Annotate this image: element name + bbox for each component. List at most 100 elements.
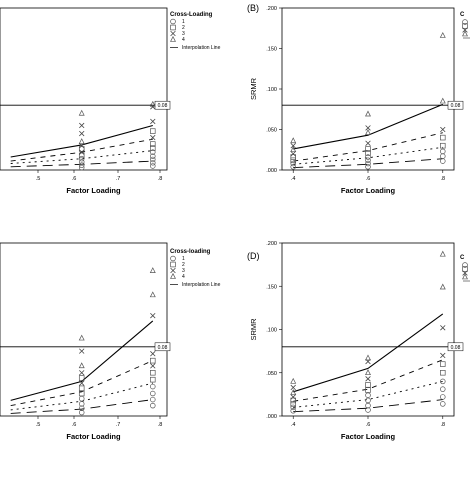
data-point — [78, 155, 85, 162]
x-axis-title: Factor Loading — [341, 186, 396, 195]
data-point — [149, 291, 156, 298]
data-point — [365, 150, 371, 156]
legend-entry-label: 3 — [182, 31, 185, 37]
data-point — [150, 396, 156, 403]
data-point — [290, 408, 296, 414]
data-point — [78, 164, 85, 171]
data-point — [365, 376, 371, 382]
legend-marker — [462, 273, 468, 280]
legend: C — [460, 255, 470, 282]
data-point — [150, 156, 156, 163]
data-point — [290, 160, 296, 167]
legend-title: C — [460, 12, 465, 18]
data-point — [78, 109, 85, 116]
data-point — [150, 145, 156, 151]
legend-title: Cross-loading — [170, 249, 211, 255]
x-tick-label: .6 — [72, 176, 77, 182]
y-tick-label: .050 — [266, 371, 277, 377]
data-point — [78, 401, 85, 407]
legend-title: Cross-Loading — [170, 12, 213, 18]
y-tick-label: .100 — [266, 87, 277, 93]
data-point — [440, 325, 446, 331]
x-tick-label: .7 — [116, 422, 121, 428]
data-point — [150, 149, 156, 155]
reference-label: 0.08 — [451, 345, 461, 351]
legend-entry-label: 2 — [182, 25, 185, 31]
data-point — [78, 409, 85, 416]
panel-d: (D) .000 .050 .100 .150 .200 SRMR .4 .6 .8 Factor … — [247, 241, 470, 441]
y-tick-label: .150 — [266, 284, 277, 290]
data-point — [79, 348, 85, 354]
data-point — [78, 138, 85, 144]
data-point — [290, 154, 296, 160]
series-line-1 — [293, 399, 443, 413]
data-point — [150, 390, 156, 397]
data-point — [365, 369, 371, 376]
x-tick-label: .8 — [440, 422, 445, 428]
data-point — [290, 384, 296, 391]
x-tick-label: .6 — [366, 422, 371, 428]
legend-marker — [462, 266, 468, 272]
data-point — [365, 160, 371, 167]
legend-marker — [462, 30, 468, 37]
data-point — [440, 126, 446, 133]
data-point — [290, 397, 296, 404]
data-point — [150, 383, 156, 390]
data-point — [79, 380, 85, 386]
panel-c: .5 .6 .7 .8 Factor Loading 0.08 Cross-loading1… — [0, 242, 248, 441]
data-point — [150, 163, 156, 169]
data-point — [79, 130, 85, 137]
data-point — [440, 142, 446, 149]
data-point — [79, 143, 85, 149]
data-point — [440, 394, 446, 400]
data-point — [290, 146, 297, 153]
data-point — [78, 362, 85, 369]
data-point — [290, 404, 296, 411]
data-point — [290, 137, 297, 144]
x-tick-label: .5 — [36, 422, 41, 428]
panel-a: .5 .6 .7 .8 Factor Loading 0.08 Cross-Loading1… — [0, 7, 248, 195]
data-point — [439, 250, 446, 257]
data-point — [365, 354, 371, 361]
data-point — [365, 402, 371, 409]
series-line-4 — [10, 124, 153, 158]
data-point — [78, 159, 85, 165]
reference-label: 0.08 — [158, 345, 168, 351]
data-point — [365, 157, 371, 164]
data-point — [365, 154, 371, 160]
legend-marker — [170, 267, 176, 274]
series-line-4 — [293, 103, 444, 150]
data-point — [79, 370, 85, 376]
legend-marker — [170, 261, 176, 268]
panel-tag: (D) — [247, 251, 260, 261]
y-tick-label: .050 — [266, 128, 277, 134]
data-point — [150, 376, 156, 383]
legend-entry-label: 1 — [182, 256, 185, 262]
legend-marker — [462, 270, 468, 276]
data-point — [290, 377, 297, 384]
series-line-1 — [10, 399, 153, 414]
legend-marker — [462, 262, 468, 268]
y-tick-label: .000 — [266, 414, 277, 420]
data-point — [440, 158, 446, 164]
data-point — [290, 401, 296, 407]
data-point — [150, 118, 156, 125]
data-point — [78, 152, 85, 159]
x-tick-label: .7 — [116, 176, 121, 182]
data-point — [365, 140, 371, 146]
data-point — [150, 159, 156, 166]
data-point — [439, 283, 446, 290]
y-axis-title: SRMR — [249, 318, 258, 341]
plot-frame — [0, 7, 168, 171]
data-point — [440, 148, 446, 155]
data-point — [440, 386, 446, 392]
x-tick-label: .8 — [440, 176, 445, 182]
data-point — [290, 164, 296, 170]
legend-marker — [462, 19, 468, 25]
data-point — [365, 407, 371, 413]
data-point — [78, 375, 85, 381]
data-point — [150, 312, 156, 319]
legend-marker — [462, 27, 468, 33]
reference-label: 0.08 — [451, 103, 461, 109]
legend-entry-label: 4 — [182, 274, 185, 280]
